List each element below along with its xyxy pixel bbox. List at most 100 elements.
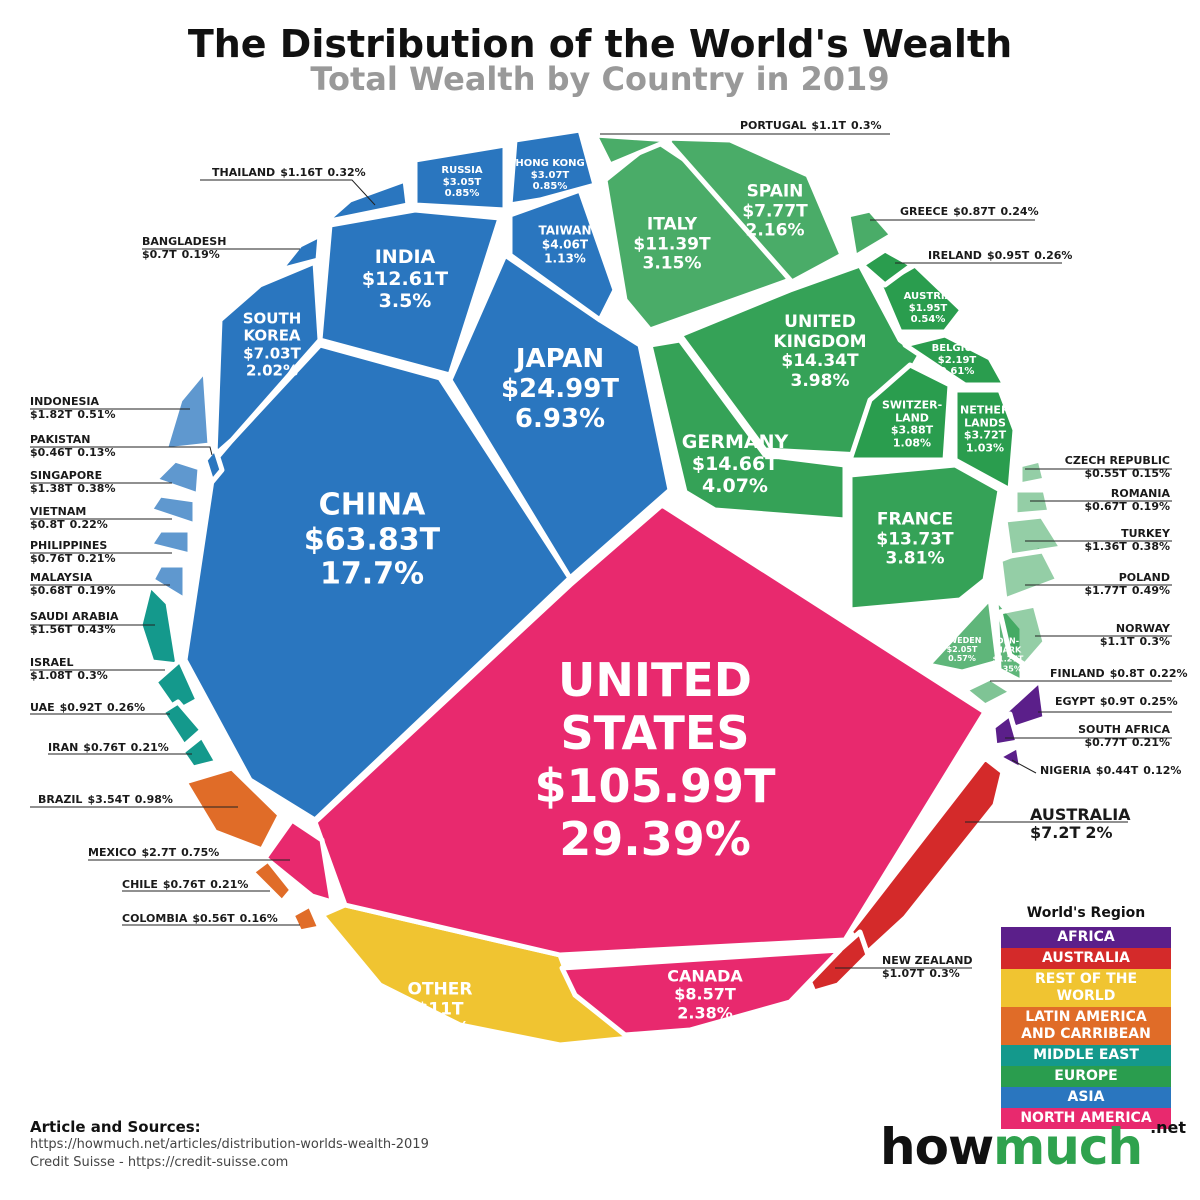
country-figures: $0.46T 0.13% — [30, 445, 116, 460]
country-value: $7.2T — [1030, 823, 1081, 843]
country-value: $0.7T — [142, 247, 177, 261]
logo: howmuch .net — [880, 1118, 1186, 1176]
country-label: MALAYSIA $0.68T 0.19% — [30, 571, 116, 597]
country-name: HONG KONG — [515, 157, 585, 169]
country-name: SINGAPORE — [30, 469, 103, 482]
country-label: RUSSIA $3.05T 0.85% — [441, 165, 482, 200]
country-label: SPAIN $7.77T 2.16% — [742, 181, 807, 242]
country-cell — [137, 582, 181, 668]
country-cell — [182, 765, 283, 853]
country-cell — [162, 367, 213, 453]
country-value: $3.72T — [963, 429, 1007, 442]
footer: Article and Sources: https://howmuch.net… — [30, 1118, 429, 1172]
country-value: $63.83T — [303, 521, 441, 557]
country-name: UNITED KINGDOM — [773, 311, 867, 352]
country-label: CZECH REPUBLIC $0.55T 0.15% — [1064, 454, 1170, 480]
country-label: VIETNAM $0.8T 0.22% — [30, 505, 108, 532]
country-share: 0.19% — [77, 583, 116, 597]
logo-suffix: .net — [1150, 1118, 1187, 1137]
country-cell — [805, 929, 871, 995]
chart-title: The Distribution of the World's Wealth — [187, 22, 1013, 66]
country-cell — [412, 142, 508, 213]
country-cell — [847, 462, 1003, 613]
country-name: AUSTRIA — [903, 290, 953, 302]
country-share: 6.93% — [514, 403, 606, 434]
country-cell — [447, 252, 673, 581]
country-cell — [902, 332, 1008, 388]
country-value: $0.55T — [1084, 466, 1127, 480]
legend-entry: NORTH AMERICA — [1001, 1108, 1171, 1129]
country-label: JAPAN $24.99T 6.93% — [501, 344, 619, 435]
country-share: 0.98% — [134, 793, 173, 806]
country-name: MEXICO — [88, 846, 137, 859]
country-value: $1.95T — [908, 302, 948, 314]
country-label: GREECE $0.87T 0.24% — [900, 205, 1039, 219]
country-share: 0.61% — [939, 365, 975, 377]
country-name: PORTUGAL — [740, 119, 807, 132]
country-share: 0.22% — [1149, 667, 1188, 680]
country-name: SPAIN — [746, 181, 804, 202]
country-cell — [179, 733, 220, 771]
country-cell — [312, 502, 988, 958]
country-name: CZECH REPUBLIC — [1064, 454, 1170, 467]
country-value: $14.66T — [691, 453, 779, 476]
source-line: https://howmuch.net/articles/distributio… — [30, 1137, 429, 1152]
country-share: 2.16% — [745, 220, 805, 241]
country-value: $1.38T — [30, 481, 73, 495]
country-cell — [322, 177, 411, 225]
country-label: SAUDI ARABIA $1.56T 0.43% — [30, 610, 119, 636]
country-share: 3.98% — [790, 370, 850, 391]
country-label: PHILIPPINES $0.76T 0.21% — [30, 539, 116, 565]
country-name: PHILIPPINES — [30, 539, 108, 552]
country-share: 0.38% — [1131, 539, 1170, 553]
country-share: 0.3% — [851, 119, 882, 132]
country-label: IRAN $0.76T 0.21% — [48, 741, 169, 755]
country-value: $0.76T — [83, 741, 126, 754]
country-name: GERMANY — [681, 431, 789, 454]
country-name: SWITZER-LAND — [882, 398, 943, 425]
country-figures: $0.8T 0.22% — [30, 518, 108, 532]
country-cell — [997, 602, 1048, 668]
country-label: BANGLADESH $0.7T 0.19% — [142, 235, 226, 261]
legend-entry: EUROPE — [1001, 1066, 1171, 1087]
country-name: ROMANIA — [1110, 487, 1170, 500]
country-share: 0.13% — [77, 445, 116, 459]
country-name: POLAND — [1118, 571, 1170, 584]
country-share: 3.04% — [410, 1018, 470, 1039]
country-value: $1.82T — [30, 407, 73, 421]
country-label: POLAND $1.77T 0.49% — [1085, 571, 1170, 597]
country-name: PAKISTAN — [30, 433, 91, 446]
country-cell — [277, 232, 323, 273]
country-name: NIGERIA — [1040, 764, 1091, 777]
country-name: ISRAEL — [30, 656, 74, 669]
chart-subtitle: Total Wealth by Country in 2019 — [310, 60, 890, 98]
legend-entry: REST OF THE WORLD — [1001, 969, 1171, 1007]
legend-entry: AUSTRALIA — [1001, 948, 1171, 969]
country-share: 1.08% — [892, 436, 932, 450]
country-label: ITALY $11.39T 3.15% — [633, 215, 710, 275]
country-value: $4.06T — [541, 237, 589, 252]
country-label: ISRAEL $1.08T 0.3% — [30, 656, 108, 683]
country-name: MALAYSIA — [30, 571, 93, 584]
country-value: $105.99T — [534, 759, 776, 813]
logo-part: how — [880, 1118, 994, 1176]
country-figures: $0.67T 0.19% — [1085, 500, 1170, 514]
country-name: NEW ZEALAND — [882, 954, 973, 967]
country-share: 0.19% — [181, 247, 220, 261]
country-label: AUSTRALIA $7.2T 2% — [1030, 805, 1131, 843]
country-value: $11T — [416, 999, 464, 1020]
country-figures: $1.82T 0.51% — [30, 407, 115, 422]
country-label: FRANCE $13.73T 3.81% — [876, 510, 953, 570]
leader-line — [30, 446, 213, 456]
country-share: 0.21% — [77, 551, 116, 565]
country-label: GERMANY $14.66T 4.07% — [681, 431, 789, 498]
country-label: THAILAND $1.16T 0.32% — [212, 166, 366, 180]
country-name: INDONESIA — [30, 395, 100, 408]
country-share: 0.25% — [1139, 695, 1178, 708]
country-label: OTHER $11T 3.04% — [408, 980, 473, 1040]
country-share: 1.03% — [965, 441, 1005, 455]
country-value: $0.68T — [30, 583, 73, 597]
country-figures: $0.77T 0.21% — [1078, 736, 1170, 750]
country-figures: $1.08T 0.3% — [30, 669, 108, 683]
